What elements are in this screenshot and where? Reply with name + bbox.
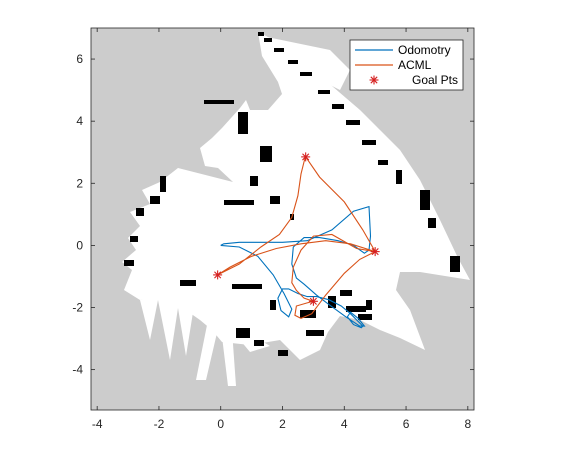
obstacle — [346, 306, 366, 312]
free-space-left-rays — [140, 296, 194, 360]
goal-point-marker — [308, 296, 318, 306]
obstacle — [300, 310, 316, 318]
legend-goal-marker — [369, 75, 379, 85]
legend-odometry-label: Odomotry — [398, 43, 451, 57]
obstacle — [250, 176, 258, 186]
x-tick-label: 8 — [464, 417, 471, 431]
obstacle — [278, 350, 288, 356]
occupancy-map — [122, 32, 470, 386]
x-tick-label: 2 — [279, 417, 286, 431]
obstacle — [254, 340, 264, 346]
obstacle — [332, 104, 344, 109]
obstacle — [450, 256, 460, 272]
obstacle — [358, 314, 372, 320]
obstacle — [150, 196, 160, 204]
obstacle — [160, 176, 166, 192]
legend: Odomotry ACML Goal Pts — [349, 39, 464, 91]
obstacle — [136, 208, 144, 216]
obstacle — [232, 284, 262, 289]
series-line-odometry — [220, 205, 372, 329]
obstacle — [396, 170, 402, 184]
x-tick-label: -4 — [92, 417, 103, 431]
x-axis-ticks: -4 -2 0 2 4 6 8 — [92, 28, 471, 431]
plot-area — [91, 28, 474, 410]
obstacle — [238, 112, 248, 134]
x-tick-label: 6 — [403, 417, 410, 431]
obstacle — [378, 160, 388, 165]
obstacle — [306, 330, 324, 336]
y-tick-label: -2 — [72, 301, 83, 315]
obstacle — [264, 38, 272, 42]
x-tick-label: -2 — [154, 417, 165, 431]
obstacle — [346, 120, 360, 125]
obstacle — [180, 280, 196, 286]
obstacle — [366, 300, 372, 310]
obstacle — [236, 328, 250, 338]
obstacle — [318, 90, 330, 94]
legend-acml-label: ACML — [398, 58, 432, 72]
obstacles — [124, 32, 460, 356]
axes: -4 -2 0 2 4 6 8 -4 -2 0 2 4 6 — [72, 27, 475, 431]
obstacle — [420, 190, 430, 210]
legend-goal-label: Goal Pts — [412, 73, 458, 87]
obstacle — [274, 48, 284, 52]
obstacle — [288, 60, 298, 64]
obstacle — [300, 72, 312, 76]
series-line-acml — [217, 155, 377, 320]
x-tick-label: 0 — [217, 417, 224, 431]
goal-point-marker — [370, 247, 380, 257]
y-tick-label: 4 — [76, 114, 83, 128]
goal-point-marker — [213, 270, 223, 280]
obstacle — [204, 100, 234, 104]
obstacle — [260, 146, 272, 162]
y-axis-ticks: -4 -2 0 2 4 6 — [72, 52, 474, 377]
obstacle — [124, 260, 134, 266]
obstacle — [428, 218, 436, 228]
x-tick-label: 4 — [341, 417, 348, 431]
obstacle — [258, 32, 264, 36]
goal-points — [213, 152, 380, 306]
obstacle — [340, 290, 352, 296]
obstacle — [130, 236, 138, 242]
y-tick-label: 2 — [76, 176, 83, 190]
free-space-lower-rays — [196, 310, 270, 386]
goal-point-marker — [301, 152, 311, 162]
legend-asterisk — [369, 75, 379, 85]
y-tick-label: 0 — [76, 238, 83, 252]
y-tick-label: -4 — [72, 363, 83, 377]
obstacle — [328, 296, 336, 308]
obstacle — [270, 196, 280, 204]
free-space-main — [122, 32, 470, 360]
y-tick-label: 6 — [76, 52, 83, 66]
obstacle — [224, 200, 254, 205]
obstacle — [270, 300, 276, 310]
obstacle — [362, 140, 376, 145]
